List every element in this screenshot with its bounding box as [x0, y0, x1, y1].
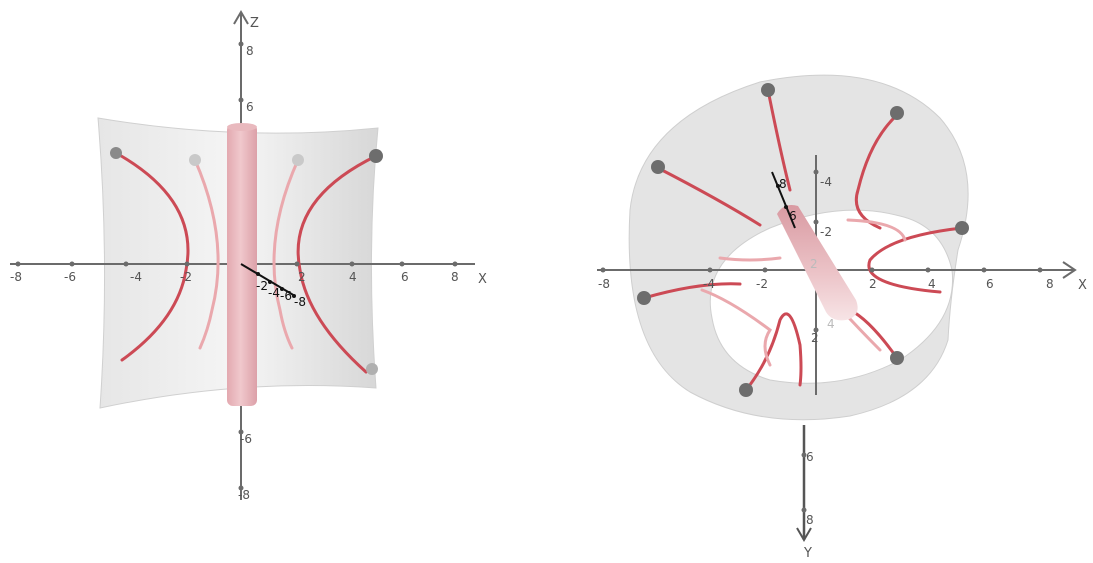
right-cylinder [777, 205, 858, 321]
right-field-line [848, 308, 899, 360]
right-x-tick-label: -8 [598, 277, 610, 291]
right-field-line [854, 113, 899, 230]
right-y-tick-marks [801, 169, 819, 513]
right-x-axis-arrow [1062, 261, 1077, 279]
marker [292, 154, 304, 166]
left-x-tick-label: -6 [64, 270, 76, 284]
left-x-tick-label: -8 [10, 270, 22, 284]
left-field-line [193, 158, 220, 350]
right-y-tick-label: 8 [806, 513, 814, 527]
right-depth-tick-label: 4 [827, 317, 835, 331]
marker [189, 154, 201, 166]
left-x-tick-label: -2 [180, 270, 192, 284]
left-z-tick-marks [238, 41, 244, 491]
right-view: -8 -4 -2 2 4 6 8 X -4 -2 2 6 8 Y 8 6 4 2 [597, 74, 1087, 561]
right-depth-tick-label: 6 [789, 209, 797, 223]
marker [369, 149, 383, 163]
right-y-axis-name: Y [803, 546, 812, 561]
left-field-line [296, 154, 378, 374]
marker [890, 106, 904, 120]
left-z-tick-label: -6 [240, 432, 252, 446]
right-x-axis-name: X [1078, 278, 1087, 293]
left-markers [110, 147, 383, 375]
right-field-line [718, 256, 782, 262]
marker [739, 383, 753, 397]
left-z-axis-arrow [233, 10, 249, 25]
right-depth-axis [771, 171, 796, 229]
right-x-tick-label: -2 [756, 277, 768, 291]
right-x-tick-label: 2 [869, 277, 877, 291]
left-depth-tick-label: -4 [268, 286, 280, 300]
marker [637, 291, 651, 305]
right-y-tick-label: -2 [820, 225, 832, 239]
left-depth-tick-label: -8 [294, 295, 306, 309]
right-x-tick-label: 4 [928, 277, 936, 291]
right-markers [637, 83, 969, 397]
left-cylinder-cap [227, 123, 257, 131]
right-depth-tick-label: 2 [810, 257, 818, 271]
left-z-tick-label: 8 [246, 44, 254, 58]
left-x-tick-label: -4 [130, 270, 142, 284]
right-x-tick-label: 8 [1046, 277, 1054, 291]
right-field-line [766, 88, 792, 192]
marker [890, 351, 904, 365]
right-field-line [656, 166, 762, 227]
right-field-line [744, 312, 803, 392]
left-field-line [272, 158, 300, 350]
left-view: -8 -6 -4 -2 2 4 6 8 X Z 8 6 -6 -8 -2 -4 … [10, 10, 487, 502]
right-y-tick-label: 2 [811, 331, 819, 345]
left-x-axis-name: X [478, 272, 487, 287]
left-x-tick-label: 2 [298, 270, 306, 284]
left-z-tick-label: -8 [238, 488, 250, 502]
right-field-line [846, 218, 907, 242]
left-depth-tick-label: -2 [256, 279, 268, 293]
marker [955, 221, 969, 235]
right-y-tick-label: 6 [806, 450, 814, 464]
marker [366, 363, 378, 375]
right-field-line [642, 282, 742, 300]
left-z-axis-name: Z [250, 16, 259, 31]
right-x-tick-label: 6 [986, 277, 994, 291]
right-y-tick-label: -4 [820, 175, 832, 189]
marker [761, 83, 775, 97]
left-depth-tick-label: -6 [280, 289, 292, 303]
left-x-tick-label: 8 [451, 270, 459, 284]
right-field-line [700, 288, 773, 367]
left-field-line [114, 151, 190, 362]
right-field-line [867, 226, 964, 294]
left-x-tick-label: 6 [401, 270, 409, 284]
marker [651, 160, 665, 174]
left-field-lines [114, 151, 378, 374]
right-x-tick-marks [600, 267, 1043, 273]
right-depth-tick-label: 8 [779, 177, 787, 191]
right-x-tick-label: -4 [703, 277, 715, 291]
right-y-axis-arrow [796, 527, 812, 542]
right-field-lines [642, 88, 964, 392]
left-z-tick-label: 6 [246, 100, 254, 114]
left-x-tick-label: 4 [349, 270, 357, 284]
left-depth-axis [240, 263, 296, 297]
left-x-tick-marks [15, 261, 458, 267]
marker [110, 147, 122, 159]
